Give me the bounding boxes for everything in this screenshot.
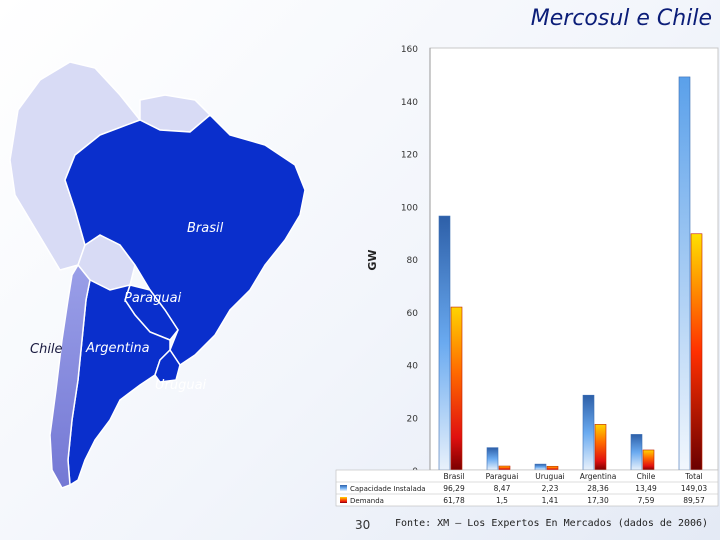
y-tick-label: 20 (407, 414, 419, 424)
y-tick-label: 80 (407, 256, 419, 266)
data-label: 13,49 (635, 484, 657, 493)
map-label-argentina: Argentina (86, 341, 150, 356)
y-axis-label: GW (366, 249, 379, 270)
legend-swatch (340, 497, 347, 503)
x-tick-label: Total (684, 472, 703, 481)
data-label: 17,30 (587, 496, 609, 505)
y-tick-label: 40 (407, 362, 419, 372)
data-label: 61,78 (443, 496, 465, 505)
data-label: 8,47 (494, 484, 511, 493)
data-label: 89,57 (683, 496, 705, 505)
y-tick-label: 160 (401, 45, 418, 55)
map-label-uruguai: Uruguai (155, 378, 207, 393)
chile-region (49, 263, 91, 489)
bar-demanda-chile (642, 449, 655, 471)
y-tick-label: 100 (401, 203, 418, 213)
legend-entry: Capacidade Instalada (350, 485, 426, 493)
map-label-paraguai: Paraguai (124, 291, 182, 306)
capacity-demand-chart: 020406080100120140160GWBrasil96,2961,78P… (326, 40, 720, 508)
data-label: 1,5 (496, 496, 508, 505)
x-tick-label: Argentina (580, 472, 617, 481)
y-tick-label: 120 (401, 151, 418, 161)
bar-demanda-paraguai (498, 465, 511, 471)
data-label: 96,29 (443, 484, 465, 493)
bar-capacidade-chile (630, 434, 643, 471)
data-table (335, 469, 719, 507)
slide-title: Mercosul e Chile (530, 6, 712, 31)
plot-area (429, 47, 719, 471)
x-tick-label: Paraguai (486, 472, 519, 481)
source-note: Fonte: XM – Los Expertos En Mercados (da… (395, 518, 709, 529)
map-label-brasil: Brasil (187, 221, 224, 236)
brasil-region (64, 113, 306, 367)
bar-capacidade-paraguai (486, 447, 499, 471)
x-tick-label: Uruguai (535, 472, 565, 481)
data-label: 2,23 (542, 484, 559, 493)
bar-capacidade-argentina (582, 394, 595, 471)
map-label-chile: Chile (30, 342, 63, 357)
data-label: 7,59 (638, 496, 655, 505)
y-tick-label: 60 (407, 309, 419, 319)
data-label: 1,41 (542, 496, 559, 505)
y-tick-label: 140 (401, 98, 418, 108)
legend-entry: Demanda (350, 497, 384, 505)
uruguai-region (154, 348, 181, 383)
bar-capacidade-total (678, 76, 691, 471)
bar-demanda-argentina (594, 424, 607, 471)
x-tick-label: Brasil (444, 472, 465, 481)
page-number: 30 (355, 518, 371, 532)
bar-demanda-brasil (450, 306, 463, 471)
data-label: 28,36 (587, 484, 609, 493)
south-america-map: Brasil Paraguai Chile Argentina Uruguai (0, 40, 330, 500)
bar-demanda-total (690, 233, 703, 471)
x-tick-label: Chile (637, 472, 656, 481)
legend-swatch (340, 485, 347, 491)
bar-demanda-uruguai (546, 465, 559, 471)
bar-capacidade-uruguai (534, 463, 547, 471)
bar-capacidade-brasil (438, 215, 451, 471)
data-label: 149,03 (681, 484, 707, 493)
